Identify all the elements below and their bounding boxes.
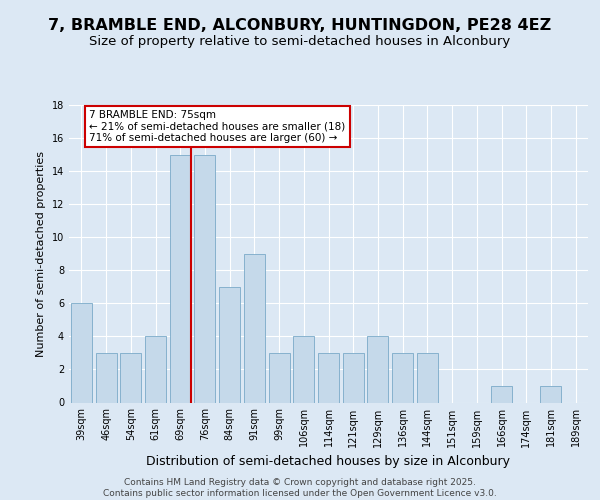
Bar xyxy=(145,336,166,402)
Bar xyxy=(170,154,191,402)
Bar xyxy=(71,304,92,402)
Bar xyxy=(293,336,314,402)
Bar xyxy=(318,353,339,403)
Bar xyxy=(367,336,388,402)
Text: Size of property relative to semi-detached houses in Alconbury: Size of property relative to semi-detach… xyxy=(89,35,511,48)
Bar xyxy=(269,353,290,403)
Bar xyxy=(343,353,364,403)
Bar xyxy=(219,287,240,403)
X-axis label: Distribution of semi-detached houses by size in Alconbury: Distribution of semi-detached houses by … xyxy=(146,455,511,468)
Bar xyxy=(392,353,413,403)
Bar xyxy=(95,353,116,403)
Bar xyxy=(244,254,265,402)
Text: 7, BRAMBLE END, ALCONBURY, HUNTINGDON, PE28 4EZ: 7, BRAMBLE END, ALCONBURY, HUNTINGDON, P… xyxy=(49,18,551,32)
Text: Contains HM Land Registry data © Crown copyright and database right 2025.
Contai: Contains HM Land Registry data © Crown c… xyxy=(103,478,497,498)
Bar xyxy=(417,353,438,403)
Bar xyxy=(194,154,215,402)
Y-axis label: Number of semi-detached properties: Number of semi-detached properties xyxy=(36,151,46,357)
Bar xyxy=(541,386,562,402)
Bar xyxy=(491,386,512,402)
Bar xyxy=(120,353,141,403)
Text: 7 BRAMBLE END: 75sqm
← 21% of semi-detached houses are smaller (18)
71% of semi-: 7 BRAMBLE END: 75sqm ← 21% of semi-detac… xyxy=(89,110,346,143)
